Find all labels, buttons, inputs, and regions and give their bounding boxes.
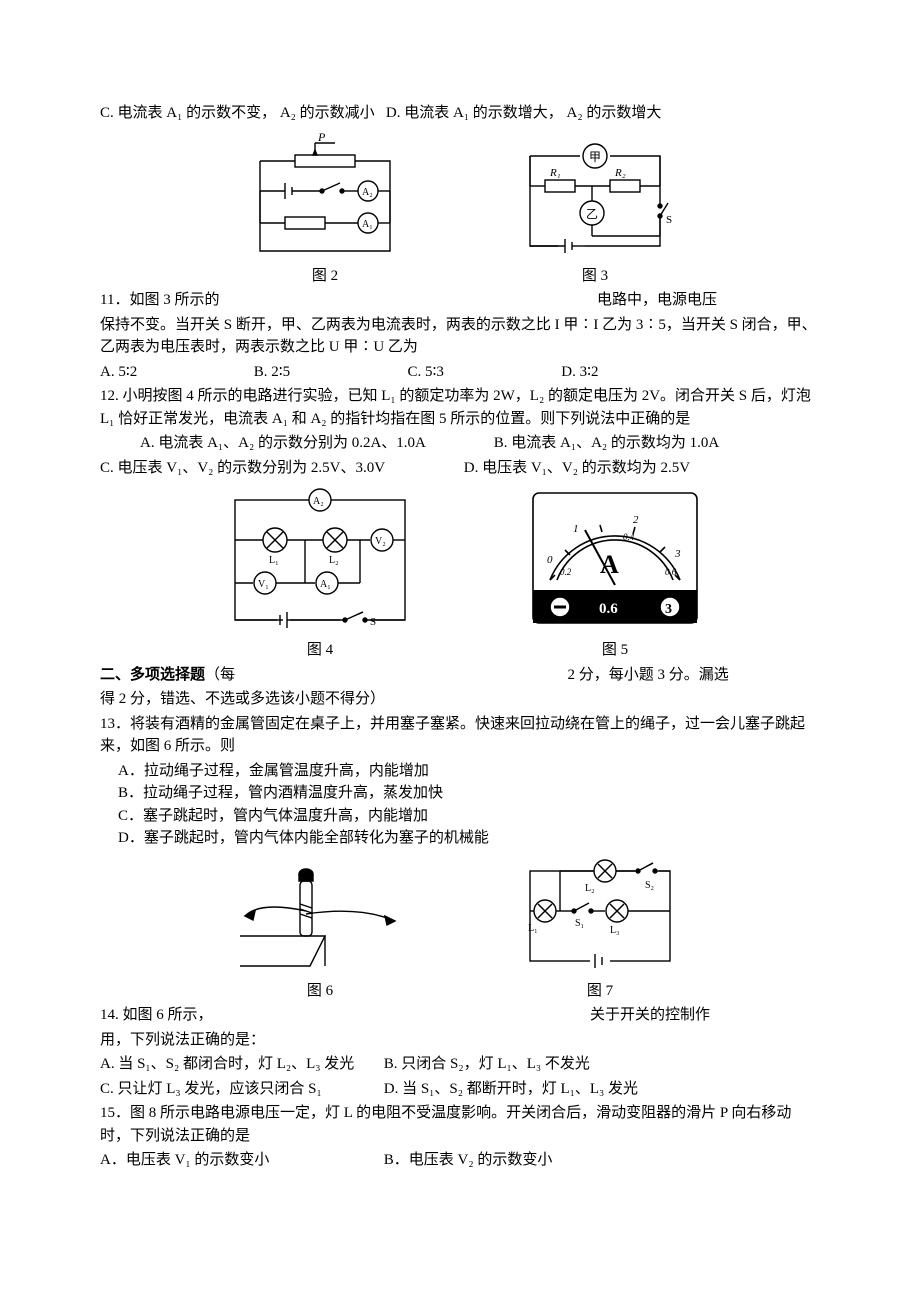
q12-B: B. 电流表 A₁、A₂ 的示数均为 1.0A xyxy=(494,435,719,451)
svg-text:L₁: L₁ xyxy=(269,555,279,566)
svg-text:0.2: 0.2 xyxy=(560,567,572,577)
fig4-caption: 图 4 xyxy=(215,639,425,662)
q14-opts-ab: A. 当 S₁、S₂ 都闭合时，灯 L₂、L₃ 发光 B. 只闭合 S₂，灯 L… xyxy=(100,1053,820,1076)
svg-text:S: S xyxy=(666,214,672,226)
svg-text:0.4: 0.4 xyxy=(623,532,635,542)
fig3-svg: 甲 R₁ R₂ 乙 xyxy=(510,131,680,261)
svg-text:L₁: L₁ xyxy=(528,923,538,934)
q14-line2: 用，下列说法正确的是： xyxy=(100,1029,820,1052)
q13-B: B．拉动绳子过程，管内酒精温度升高，蒸发加快 xyxy=(118,782,820,805)
svg-text:A₁: A₁ xyxy=(362,219,373,230)
q11-stem-b: 电路中，电源电压 xyxy=(597,292,717,308)
svg-text:V₁: V₁ xyxy=(258,579,269,590)
section2-title: 二、多项选择题 xyxy=(100,666,205,683)
svg-text:P: P xyxy=(317,131,326,144)
q14-C: C. 只让灯 L₃ 发光，应该只闭合 S₁ xyxy=(100,1078,380,1101)
q11-C: C. 5∶3 xyxy=(408,361,558,384)
q14-stem-b: 关于开关的控制作 xyxy=(590,1007,710,1023)
fig2-svg: P A₂ A₁ xyxy=(240,131,410,261)
q14-opts-cd: C. 只让灯 L₃ 发光，应该只闭合 S₁ D. 当 S₁、S₂ 都断开时，灯 … xyxy=(100,1078,820,1101)
svg-text:0.6: 0.6 xyxy=(599,601,618,617)
figs-6-7: 图 6 L₂ S₂ xyxy=(100,856,820,1003)
q13-stem: 13．将装有酒精的金属管固定在桌子上，并用塞子塞紧。快速来回拉动绕在管上的绳子，… xyxy=(100,713,820,758)
svg-text:A₂: A₂ xyxy=(313,496,324,507)
svg-text:V₂: V₂ xyxy=(375,536,386,547)
q13-A: A．拉动绳子过程，金属管温度升高，内能增加 xyxy=(118,760,820,783)
fig6-svg xyxy=(230,856,410,976)
q12-opts-ab: A. 电流表 A₁、A₂ 的示数分别为 0.2A、1.0A B. 电流表 A₁、… xyxy=(100,432,820,455)
svg-text:A: A xyxy=(600,550,619,579)
q11-D: D. 3∶2 xyxy=(561,361,711,384)
q12-opts-cd: C. 电压表 V₁、V₂ 的示数分别为 2.5V、3.0V D. 电压表 V₁、… xyxy=(100,457,820,480)
section2-note-b: 2 分，每小题 3 分。漏选 xyxy=(568,667,729,683)
fig2-caption: 图 2 xyxy=(240,265,410,288)
svg-text:3: 3 xyxy=(665,602,672,617)
q11-B: B. 2∶5 xyxy=(254,361,404,384)
q10-options-cd: C. 电流表 A₁ 的示数不变， A₂ 的示数减小 D. 电流表 A₁ 的示数增… xyxy=(100,102,820,125)
q12-D: D. 电压表 V₁、V₂ 的示数均为 2.5V xyxy=(464,460,690,476)
q12-line1: 12. 小明按图 4 所示的电路进行实验，已知 L₁ 的额定功率为 2W，L₂ … xyxy=(100,385,820,430)
figs-2-3: P A₂ A₁ xyxy=(100,131,820,288)
fig6-box: 图 6 xyxy=(230,856,410,1003)
fig7-svg: L₂ S₂ L₁ xyxy=(510,856,690,976)
q15-B: B．电压表 V₂ 的示数变小 xyxy=(384,1152,553,1168)
fig3-box: 甲 R₁ R₂ 乙 xyxy=(510,131,680,288)
section2-note-a: （每 xyxy=(205,667,235,683)
svg-text:0: 0 xyxy=(547,554,553,566)
svg-text:A₁: A₁ xyxy=(320,579,331,590)
q15-opts-ab: A．电压表 V₁ 的示数变小 B．电压表 V₂ 的示数变小 xyxy=(100,1149,820,1172)
figs-4-5: A₂ L₁ L₂ V₂ V₁ xyxy=(100,485,820,662)
svg-text:S₁: S₁ xyxy=(575,918,584,929)
q13-D: D．塞子跳起时，管内气体内能全部转化为塞子的机械能 xyxy=(118,827,820,850)
q11-line2: 保持不变。当开关 S 断开，甲、乙两表为电流表时，两表的示数之比 I 甲∶I 乙… xyxy=(100,314,820,359)
q13-C: C．塞子跳起时，管内气体温度升高，内能增加 xyxy=(118,805,820,828)
fig6-caption: 图 6 xyxy=(230,980,410,1003)
section2-header: 二、多项选择题（每 2 分，每小题 3 分。漏选 xyxy=(100,664,820,687)
svg-text:2: 2 xyxy=(633,514,639,526)
svg-text:S₂: S₂ xyxy=(645,880,654,891)
q12-A: A. 电流表 A₁、A₂ 的示数分别为 0.2A、1.0A xyxy=(140,432,490,455)
svg-text:R₁: R₁ xyxy=(549,167,561,179)
q14-stem: 14. 如图 6 所示， 关于开关的控制作 xyxy=(100,1004,820,1027)
q10-D: D. 电流表 A₁ 的示数增大， A₂ 的示数增大 xyxy=(386,105,661,121)
fig7-box: L₂ S₂ L₁ xyxy=(510,856,690,1003)
svg-text:0.6: 0.6 xyxy=(665,567,677,577)
svg-text:L₂: L₂ xyxy=(329,555,339,566)
section2-note2: 得 2 分，错选、不选或多选该小题不得分） xyxy=(100,688,820,711)
fig3-caption: 图 3 xyxy=(510,265,680,288)
q11-A: A. 5∶2 xyxy=(100,361,250,384)
fig5-box: 0 1 2 3 0.2 0.4 0.6 A 0.6 3 图 5 xyxy=(525,485,705,662)
fig7-caption: 图 7 xyxy=(510,980,690,1003)
fig5-caption: 图 5 xyxy=(525,639,705,662)
q14-D: D. 当 S₁、S₂ 都断开时，灯 L₁、L₃ 发光 xyxy=(384,1081,638,1097)
q11-stem: 11．如图 3 所示的 电路中，电源电压 xyxy=(100,289,820,312)
svg-text:A₂: A₂ xyxy=(362,187,373,198)
svg-text:R₂: R₂ xyxy=(614,167,626,179)
fig4-svg: A₂ L₁ L₂ V₂ V₁ xyxy=(215,485,425,635)
fig5-svg: 0 1 2 3 0.2 0.4 0.6 A 0.6 3 xyxy=(525,485,705,635)
svg-text:1: 1 xyxy=(573,523,579,535)
fig4-box: A₂ L₁ L₂ V₂ V₁ xyxy=(215,485,425,662)
q15-stem: 15．图 8 所示电路电源电压一定，灯 L 的电阻不受温度影响。开关闭合后，滑动… xyxy=(100,1102,820,1147)
q15-A: A．电压表 V₁ 的示数变小 xyxy=(100,1149,380,1172)
svg-text:L₃: L₃ xyxy=(610,925,620,936)
fig2-box: P A₂ A₁ xyxy=(240,131,410,288)
svg-text:3: 3 xyxy=(674,548,681,560)
q11-stem-a: 11．如图 3 所示的 xyxy=(100,292,219,308)
q12-C: C. 电压表 V₁、V₂ 的示数分别为 2.5V、3.0V xyxy=(100,457,460,480)
svg-text:甲: 甲 xyxy=(589,150,601,164)
svg-text:乙: 乙 xyxy=(586,207,598,221)
q10-C: C. 电流表 A₁ 的示数不变， A₂ 的示数减小 xyxy=(100,105,375,121)
q14-stem-a: 14. 如图 6 所示， xyxy=(100,1007,213,1023)
svg-text:S: S xyxy=(370,616,376,628)
q11-opts: A. 5∶2 B. 2∶5 C. 5∶3 D. 3∶2 xyxy=(100,361,820,384)
q14-B: B. 只闭合 S₂，灯 L₁、L₃ 不发光 xyxy=(384,1056,590,1072)
q14-A: A. 当 S₁、S₂ 都闭合时，灯 L₂、L₃ 发光 xyxy=(100,1053,380,1076)
svg-text:L₂: L₂ xyxy=(585,883,595,894)
